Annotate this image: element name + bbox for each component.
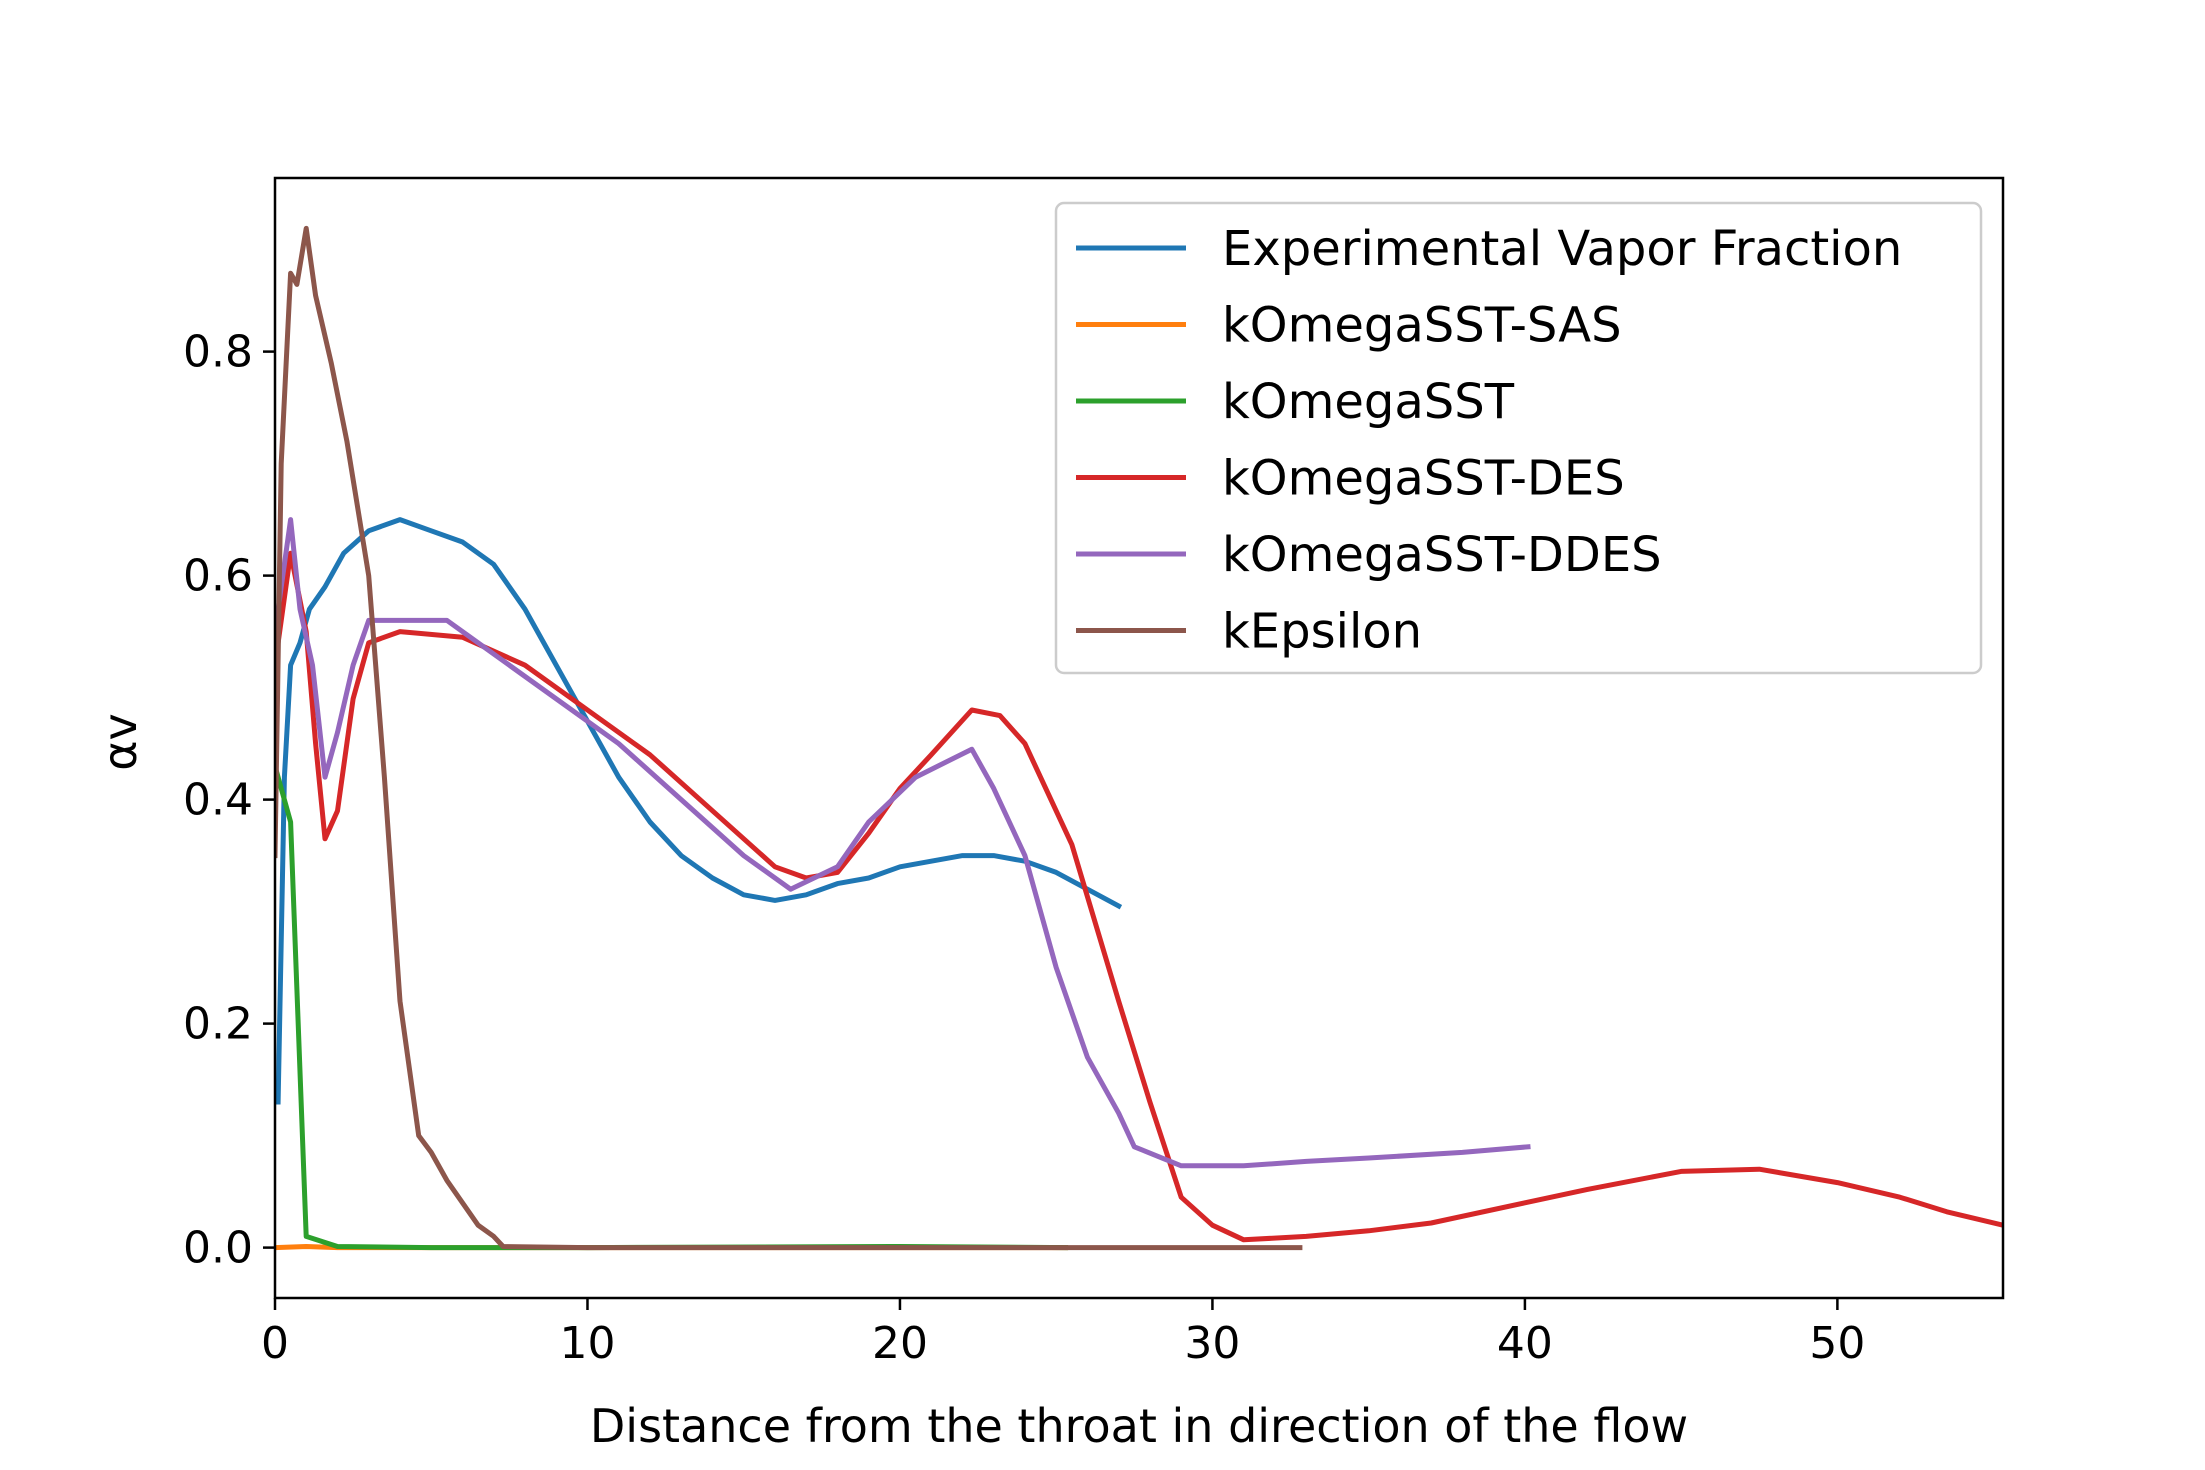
x-axis-label: Distance from the throat in direction of… <box>590 1399 1688 1453</box>
legend-label-2: kOmegaSST <box>1222 374 1515 430</box>
legend-label-3: kOmegaSST-DES <box>1222 451 1625 507</box>
plot-frame <box>273 176 2005 1300</box>
y-tick-label: 0.6 <box>183 551 253 602</box>
series-line-0 <box>275 517 1123 1105</box>
legend-label-5: kEpsilon <box>1222 604 1422 660</box>
x-tick-label: 0 <box>261 1318 289 1369</box>
legend-label-4: kOmegaSST-DDES <box>1222 527 1662 583</box>
ticks-layer: 0 10 20 30 40 50 0.0 0.2 0.4 0.6 0.8 <box>183 327 1865 1369</box>
x-tick-label: 20 <box>872 1318 928 1369</box>
x-tick-label: 40 <box>1497 1318 1553 1369</box>
series-line-5 <box>275 225 1303 1251</box>
legend-label-0: Experimental Vapor Fraction <box>1222 221 1902 277</box>
y-tick-label: 0.0 <box>183 1223 253 1274</box>
legend-frame <box>1054 201 1983 675</box>
legend-label-1: kOmegaSST-SAS <box>1222 298 1622 354</box>
legend: Experimental Vapor Fraction kOmegaSST-SAS… <box>1054 201 1983 675</box>
y-axis-label: αv <box>93 713 147 771</box>
y-tick-label: 0.2 <box>183 999 253 1050</box>
y-tick-label: 0.4 <box>183 775 253 826</box>
series-line-3 <box>275 550 2003 1243</box>
x-tick-label: 10 <box>559 1318 615 1369</box>
x-tick-label: 50 <box>1809 1318 1865 1369</box>
y-tick-label: 0.8 <box>183 327 253 378</box>
series-layer <box>275 225 2003 1251</box>
series-line-4 <box>275 517 1531 1169</box>
x-tick-label: 30 <box>1184 1318 1240 1369</box>
